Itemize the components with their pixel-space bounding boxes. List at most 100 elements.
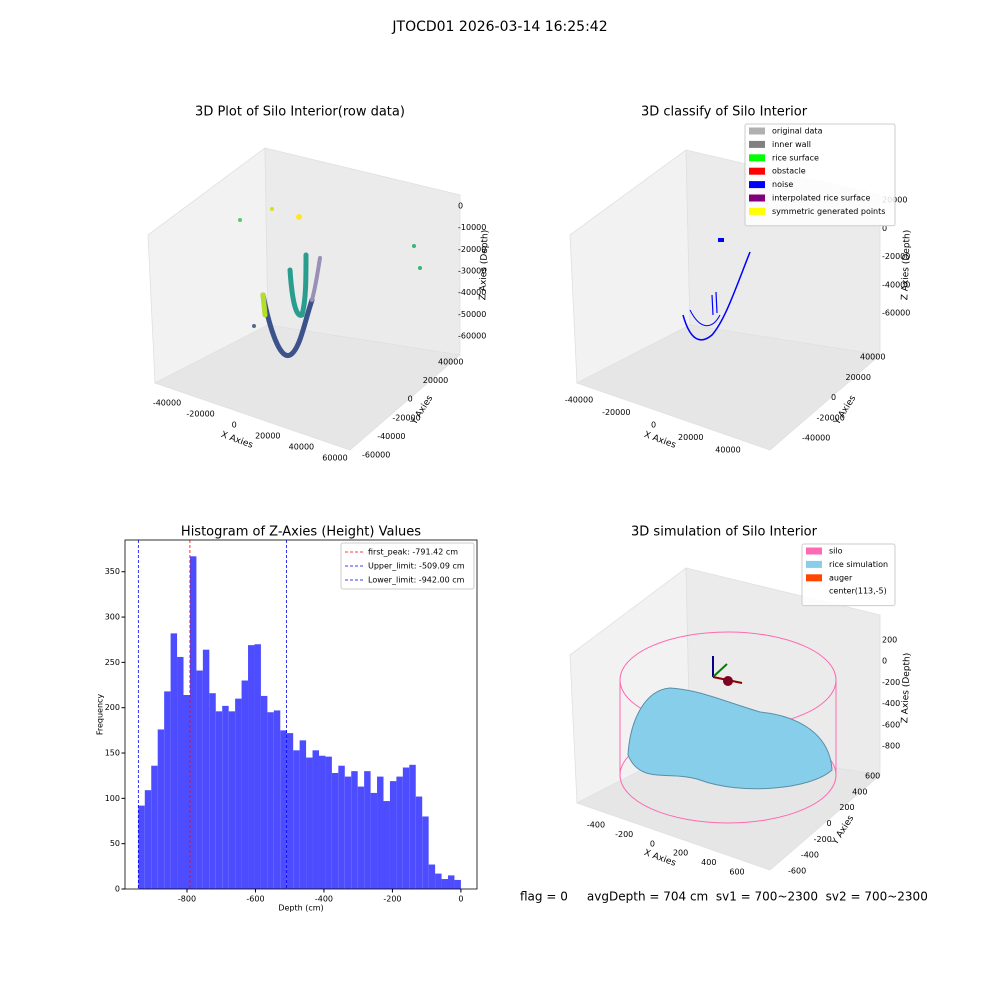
z-tick-label: -20000 [882,252,910,261]
y-tick-label: 20000 [423,376,448,385]
y-tick-label: 40000 [438,358,463,367]
x-tick-label: 0 [651,421,656,430]
x-axis-label: Depth (cm) [278,904,323,913]
z-tick-label: -200 [882,678,900,687]
bar [248,645,255,889]
legend-label: rice simulation [829,560,888,569]
legend-label: silo [829,547,843,556]
bar [389,781,397,889]
x-tick-label: 40000 [715,446,740,455]
z-tick-label: -400 [882,699,900,708]
x-tick-label: 20000 [678,433,703,442]
x-axis-label: X Axies [219,430,254,451]
legend-label: center(113,-5) [829,587,887,596]
z-tick-label: 0 [458,202,463,211]
z-tick-label: -40000 [882,280,910,289]
z-tick-label: -30000 [458,267,486,276]
z-tick-label: -60000 [458,332,486,341]
bar [280,730,287,889]
legend-label: interpolated rice surface [772,194,870,203]
bar [415,796,423,889]
x-tick-label: -20000 [186,410,214,419]
y-tick-label: 40000 [860,353,885,362]
bar [183,695,190,889]
bar [144,790,152,889]
z-tick-label: 0 [882,657,887,666]
legend-box [340,542,475,590]
chart-title: 3D classify of Silo Interior [641,105,808,120]
legend-box [744,123,896,227]
x-tick-label: 0 [232,421,237,430]
bar [377,776,384,889]
z-tick-label: -50000 [458,310,486,319]
legend-swatch [749,127,765,135]
bar [157,729,165,889]
z-tick-label: -20000 [458,245,486,254]
y-tick-label: 400 [852,787,867,796]
y-tick-label: 600 [865,772,880,781]
bar [318,755,326,889]
bar [331,772,339,889]
z-axis-label: Z Axies (Depth) [478,230,490,301]
x-tick-label: -400 [315,895,333,904]
y-tick-label: -20000 [817,413,845,422]
y-axis-label: Frequency [96,694,105,736]
x-axis-label: X Axies [642,430,677,451]
y-tick-label: -600 [788,867,806,876]
z-axis-label: Z Axies (Depth) [900,230,912,301]
bar [202,649,210,889]
bar [170,633,178,889]
x-tick-label: 60000 [322,454,347,463]
bar [454,879,461,889]
bar [293,750,300,889]
bar [267,712,274,889]
y-tick-label: 200 [839,803,854,812]
x-tick-label: -600 [246,895,264,904]
x-tick-label: -200 [383,895,401,904]
legend-box [801,543,896,607]
x-tick-label: 40000 [289,443,314,452]
y-tick-label: 200 [105,703,120,712]
x-tick-label: 600 [729,868,744,877]
bar [241,680,249,889]
legend-swatch [806,574,822,582]
legend-swatch [749,207,765,215]
bar [396,776,403,889]
x-tick-label: -200 [615,830,633,839]
y-tick-label: 0 [115,885,120,894]
z-tick-label: -40000 [458,288,486,297]
z-tick-label: 0 [882,224,887,233]
legend-swatch [749,194,765,202]
legend-label: auger [829,573,853,582]
bar [422,816,429,889]
x-tick-label: -40000 [153,399,181,408]
y-tick-label: 350 [105,567,120,576]
y-tick-label: 100 [105,794,120,803]
legend-label: obstacle [772,167,806,176]
bar [254,644,261,889]
y-tick-label: 250 [105,658,120,667]
y-tick-label: -40000 [377,432,405,441]
legend-label: symmetric generated points [772,207,885,216]
bar [196,670,203,889]
legend-swatch [806,560,822,568]
bar [428,864,436,889]
z-tick-label: -600 [882,720,900,729]
y-axis-label: Y Axies [409,394,435,428]
bar [344,776,352,889]
bar [409,764,416,889]
x-tick-label: 0 [650,839,655,848]
bar [338,765,345,889]
bar [325,756,332,889]
y-tick-label: 150 [105,749,120,758]
point-cloud [238,207,422,358]
legend-label: inner wall [772,140,811,149]
legend-swatch [749,154,765,162]
y-axis-label: Y Axies [830,814,856,848]
legend-swatch [749,167,765,175]
bar [383,801,390,889]
bar [448,875,455,889]
x-tick-label: -20000 [602,408,630,417]
bar [138,805,145,889]
bar [260,695,268,889]
